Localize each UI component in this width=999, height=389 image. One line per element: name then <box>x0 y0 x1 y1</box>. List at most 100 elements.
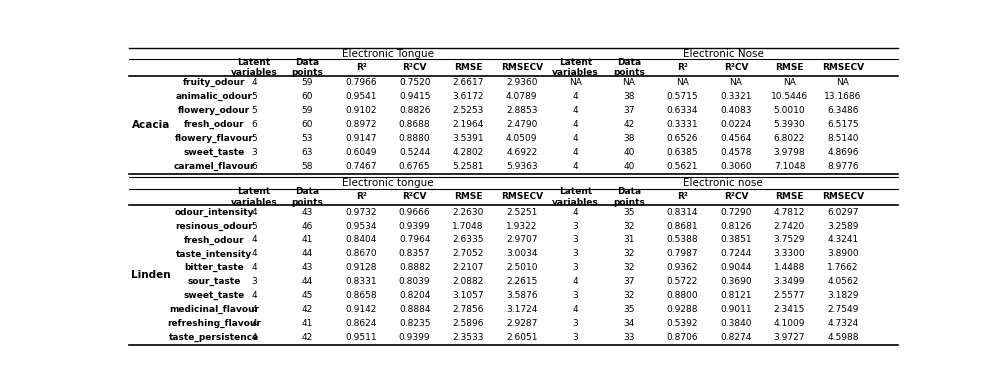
Text: 2.9287: 2.9287 <box>506 319 537 328</box>
Text: 44: 44 <box>302 277 313 286</box>
Text: 0.3851: 0.3851 <box>720 235 751 244</box>
Text: 0.8706: 0.8706 <box>666 333 698 342</box>
Text: 0.6765: 0.6765 <box>399 162 431 171</box>
Text: 3: 3 <box>251 148 257 157</box>
Text: taste_persistence: taste_persistence <box>169 333 260 342</box>
Text: 7.1048: 7.1048 <box>774 162 805 171</box>
Text: refreshing_flavour: refreshing_flavour <box>168 319 261 328</box>
Text: 0.3321: 0.3321 <box>720 92 751 102</box>
Text: RMSECV: RMSECV <box>822 192 864 202</box>
Text: bitter_taste: bitter_taste <box>185 263 244 272</box>
Text: R²CV: R²CV <box>403 63 427 72</box>
Text: 0.9142: 0.9142 <box>346 305 377 314</box>
Text: NA: NA <box>568 78 581 88</box>
Text: sour_taste: sour_taste <box>188 277 241 286</box>
Text: Data
points: Data points <box>613 58 644 77</box>
Text: 0.4578: 0.4578 <box>720 148 751 157</box>
Text: 0.4083: 0.4083 <box>720 106 751 115</box>
Text: 3.3300: 3.3300 <box>773 249 805 258</box>
Text: 6: 6 <box>251 162 257 171</box>
Text: 0.8235: 0.8235 <box>399 319 431 328</box>
Text: 2.1964: 2.1964 <box>453 120 484 129</box>
Text: 0.8274: 0.8274 <box>720 333 751 342</box>
Text: 5: 5 <box>251 92 257 102</box>
Text: 2.3415: 2.3415 <box>774 305 805 314</box>
Text: animalic_odour: animalic_odour <box>176 92 253 102</box>
Text: 37: 37 <box>623 106 634 115</box>
Text: 2.6051: 2.6051 <box>505 333 537 342</box>
Text: 42: 42 <box>302 333 313 342</box>
Text: taste_intensity: taste_intensity <box>176 249 253 259</box>
Text: 3.1724: 3.1724 <box>506 305 537 314</box>
Text: 5.2581: 5.2581 <box>453 162 484 171</box>
Text: 2.4790: 2.4790 <box>506 120 537 129</box>
Text: 4.2802: 4.2802 <box>453 148 484 157</box>
Text: 0.9362: 0.9362 <box>666 263 698 272</box>
Text: 0.3840: 0.3840 <box>720 319 751 328</box>
Text: 5: 5 <box>251 106 257 115</box>
Text: caramel_flavour: caramel_flavour <box>174 162 255 171</box>
Text: 4.6922: 4.6922 <box>506 148 537 157</box>
Text: 0.3690: 0.3690 <box>720 277 751 286</box>
Text: 4: 4 <box>251 319 257 328</box>
Text: 0.8624: 0.8624 <box>346 319 377 328</box>
Text: Electronic nose: Electronic nose <box>683 178 763 188</box>
Text: 5.3930: 5.3930 <box>773 120 805 129</box>
Text: 2.7856: 2.7856 <box>453 305 484 314</box>
Text: NA: NA <box>836 78 849 88</box>
Text: 4: 4 <box>251 208 257 217</box>
Text: 3.5876: 3.5876 <box>505 291 537 300</box>
Text: R²: R² <box>356 63 367 72</box>
Text: 0.8688: 0.8688 <box>399 120 431 129</box>
Text: 2.3533: 2.3533 <box>453 333 484 342</box>
Text: 6.0297: 6.0297 <box>827 208 859 217</box>
Text: 60: 60 <box>302 120 314 129</box>
Text: R²: R² <box>677 192 688 202</box>
Text: 10.5446: 10.5446 <box>771 92 808 102</box>
Text: 4: 4 <box>572 208 578 217</box>
Text: 0.9399: 0.9399 <box>399 333 431 342</box>
Text: 2.2615: 2.2615 <box>506 277 537 286</box>
Text: Latent
variables: Latent variables <box>551 58 598 77</box>
Text: 8.9776: 8.9776 <box>827 162 859 171</box>
Text: 4.0509: 4.0509 <box>505 134 537 143</box>
Text: 0.4564: 0.4564 <box>720 134 751 143</box>
Text: 3: 3 <box>572 333 578 342</box>
Text: 2.9707: 2.9707 <box>505 235 537 244</box>
Text: 0.8314: 0.8314 <box>666 208 698 217</box>
Text: 5.0010: 5.0010 <box>773 106 805 115</box>
Text: 32: 32 <box>623 291 634 300</box>
Text: 0.9666: 0.9666 <box>399 208 431 217</box>
Text: 40: 40 <box>623 148 634 157</box>
Text: 2.2630: 2.2630 <box>453 208 484 217</box>
Text: 0.9011: 0.9011 <box>720 305 751 314</box>
Text: 3.7529: 3.7529 <box>774 235 805 244</box>
Text: 4.7812: 4.7812 <box>774 208 805 217</box>
Text: 0.8039: 0.8039 <box>399 277 431 286</box>
Text: 4.8696: 4.8696 <box>827 148 859 157</box>
Text: 4.7324: 4.7324 <box>827 319 859 328</box>
Text: fruity_odour: fruity_odour <box>183 78 246 88</box>
Text: 4.0562: 4.0562 <box>827 277 859 286</box>
Text: 0.0224: 0.0224 <box>720 120 751 129</box>
Text: RMSECV: RMSECV <box>822 63 864 72</box>
Text: 0.8404: 0.8404 <box>346 235 377 244</box>
Text: 0.3060: 0.3060 <box>720 162 751 171</box>
Text: RMSECV: RMSECV <box>500 192 542 202</box>
Text: 0.8800: 0.8800 <box>666 291 698 300</box>
Text: 5: 5 <box>251 134 257 143</box>
Text: 0.9541: 0.9541 <box>346 92 377 102</box>
Text: 4.3241: 4.3241 <box>827 235 859 244</box>
Text: 41: 41 <box>302 235 314 244</box>
Text: 59: 59 <box>302 78 314 88</box>
Text: R²CV: R²CV <box>403 192 427 202</box>
Text: 2.6617: 2.6617 <box>453 78 484 88</box>
Text: 4: 4 <box>251 78 257 88</box>
Text: Latent
variables: Latent variables <box>551 187 598 207</box>
Text: 2.9360: 2.9360 <box>505 78 537 88</box>
Text: 0.5392: 0.5392 <box>666 319 698 328</box>
Text: 38: 38 <box>623 134 634 143</box>
Text: 1.7662: 1.7662 <box>827 263 859 272</box>
Text: 6: 6 <box>251 120 257 129</box>
Text: 60: 60 <box>302 92 314 102</box>
